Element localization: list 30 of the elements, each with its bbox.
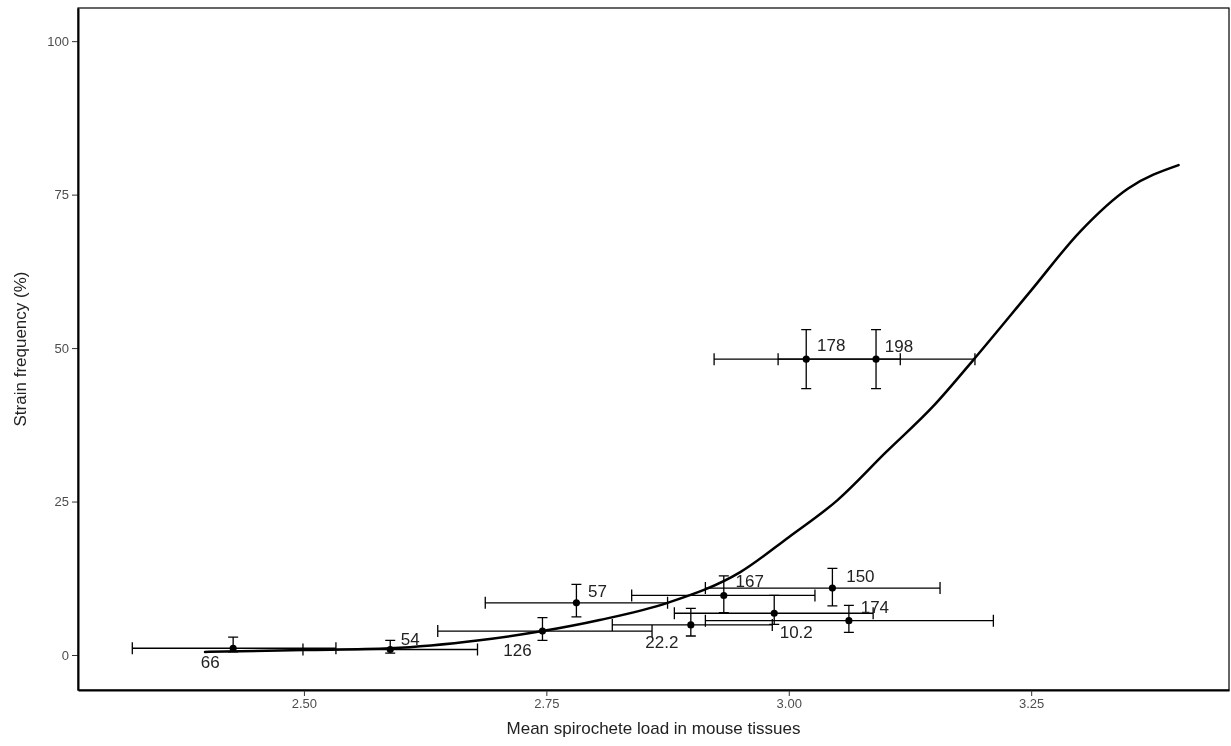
annotation: 66 <box>200 652 220 672</box>
point <box>720 591 728 600</box>
y-axis-title: Strain frequency (%) <box>11 271 30 427</box>
annotation: 174 <box>860 598 890 618</box>
point <box>845 617 853 625</box>
point <box>572 599 580 607</box>
point <box>872 355 880 363</box>
annotation: 54 <box>400 629 420 649</box>
y-tick-label: 100 <box>47 33 69 49</box>
y-tick-label: 75 <box>54 187 69 203</box>
point <box>687 621 695 629</box>
annotation: 22.2 <box>645 633 679 653</box>
annotation: 10.2 <box>779 622 813 642</box>
point <box>828 584 836 592</box>
x-axis-title: Mean spirochete load in mouse tissues <box>506 719 801 738</box>
x-tick-label: 2.75 <box>534 696 560 712</box>
annotation: 178 <box>817 335 846 355</box>
annotation: 167 <box>735 571 764 591</box>
y-tick-label: 25 <box>54 494 69 510</box>
annotation: 198 <box>884 336 914 356</box>
x-tick-label: 3.25 <box>1019 696 1045 712</box>
x-tick-label: 2.50 <box>291 696 318 712</box>
y-tick-label: 50 <box>54 340 69 356</box>
point <box>802 355 810 363</box>
point <box>770 609 778 617</box>
annotation: 126 <box>503 640 532 660</box>
annotation: 150 <box>846 566 875 586</box>
x-tick-label: 3.00 <box>776 696 802 712</box>
y-tick-label: 0 <box>61 647 69 663</box>
annotation: 57 <box>587 582 607 602</box>
